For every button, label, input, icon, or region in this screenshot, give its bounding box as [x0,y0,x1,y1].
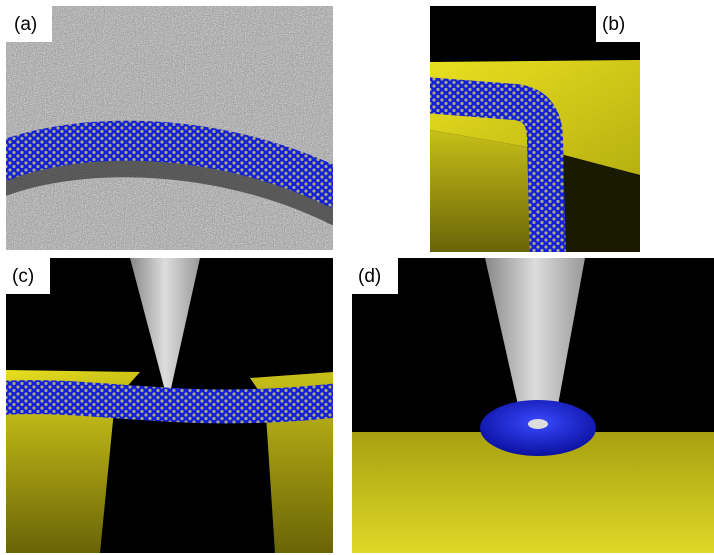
panel-label: (d) [358,266,381,287]
torus-hole [528,419,548,429]
left-block-front [6,400,115,553]
figure: (a) (b) (c) (d) [0,0,714,555]
page: (a) (b) (c) (d) (() => { const data = JS… [0,0,714,555]
panel-label: (a) [14,14,37,35]
panel-b [425,6,640,260]
panel-a [0,6,340,250]
panel-label: (b) [602,14,625,35]
panel-c [0,258,340,553]
panel-d [352,258,714,553]
panel-label: (c) [12,266,34,287]
nanotube [0,397,340,406]
